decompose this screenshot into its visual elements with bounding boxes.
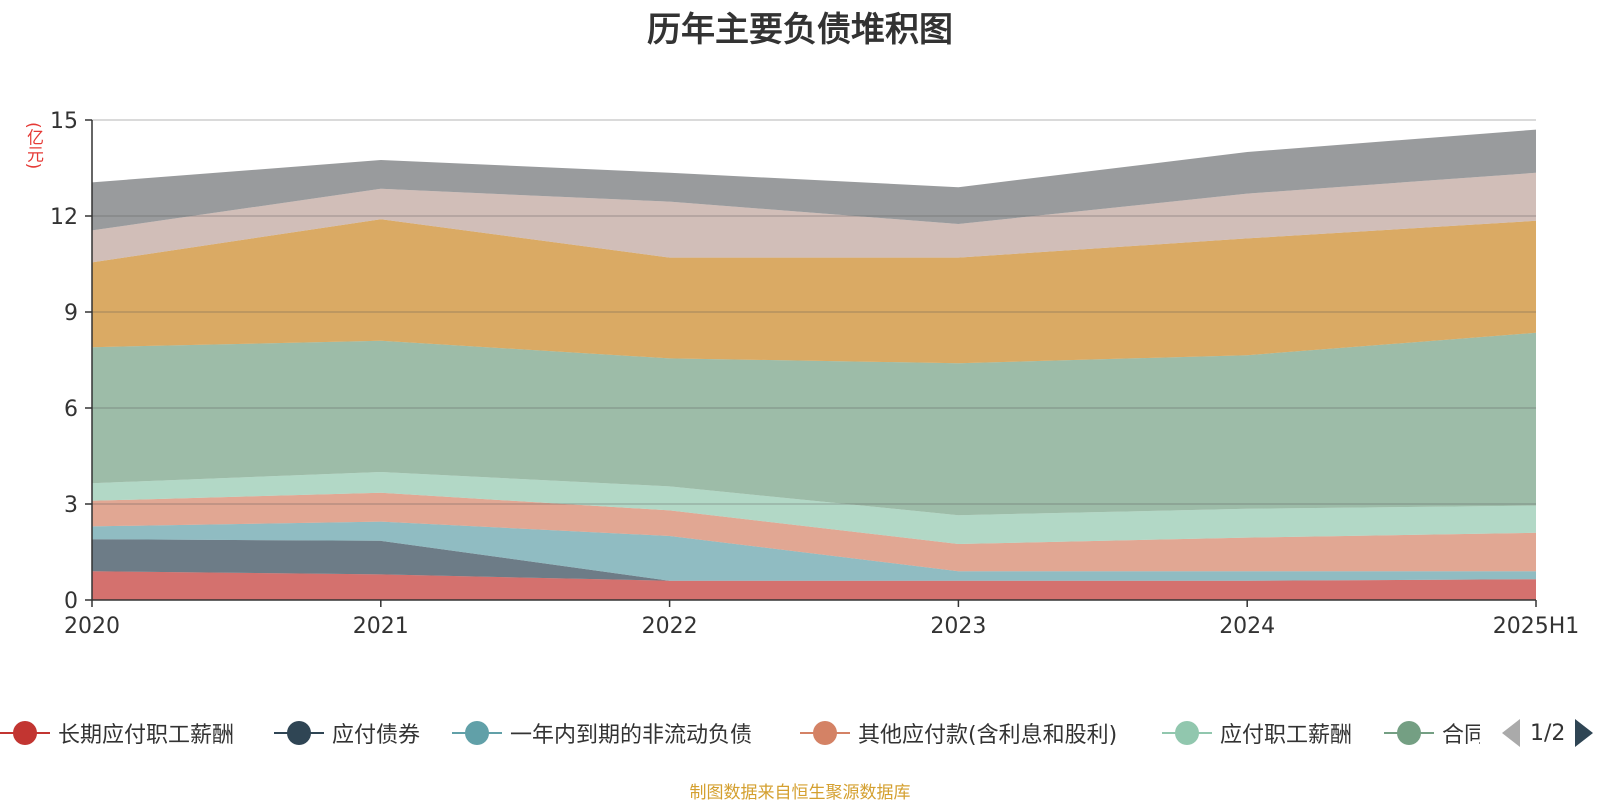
x-tick-label: 2023 (930, 614, 986, 639)
legend-label: 一年内到期的非流动负债 (510, 723, 753, 748)
chart-title: 历年主要负债堆积图 (647, 10, 953, 50)
data-source-note: 制图数据来自恒生聚源数据库 (689, 783, 911, 803)
legend-label: 其他应付款(含利息和股利) (858, 723, 1118, 748)
x-tick-label: 2020 (64, 614, 120, 639)
area-series-9[interactable] (92, 129, 1536, 231)
chart-canvas: 0 3 6 9 12 15 2020 2021 2022 2023 2024 2025H1 (50, 109, 1579, 639)
area-series-2[interactable] (92, 539, 1536, 581)
legend-item[interactable]: 应付债券 (274, 713, 420, 753)
y-tick-label: 12 (50, 205, 78, 230)
legend: 长期应付职工薪酬 应付债券 一年内到期的非流动负债 其他应付款(含利息和股利) 应付职工… (0, 713, 1480, 753)
axes: 0 3 6 9 12 15 2020 2021 2022 2023 2024 2025H1 (50, 109, 1579, 639)
x-tick-label: 2025H1 (1493, 614, 1580, 639)
y-axis-unit-label: (亿元) (23, 122, 43, 170)
legend-pager: 1/2 (1500, 713, 1600, 753)
legend-marker-icon (452, 718, 502, 748)
y-tick-label: 3 (64, 493, 78, 518)
legend-marker-icon (0, 718, 50, 748)
legend-next-arrow-icon[interactable] (1575, 719, 1594, 747)
y-tick-label: 6 (64, 397, 78, 422)
legend-item[interactable]: 合同负债 (1384, 713, 1480, 753)
y-tick-label: 15 (50, 109, 78, 134)
grid-lines (92, 119, 1536, 505)
x-tick-label: 2021 (353, 614, 409, 639)
legend-marker-icon (800, 718, 850, 748)
x-tick-label: 2022 (642, 614, 698, 639)
area-series-7[interactable] (92, 219, 1536, 364)
legend-item[interactable]: 长期应付职工薪酬 (0, 713, 234, 753)
area-series-4[interactable] (92, 492, 1536, 572)
area-series-1[interactable] (92, 571, 1536, 600)
legend-item[interactable]: 一年内到期的非流动负债 (452, 713, 752, 753)
legend-item[interactable]: 其他应付款(含利息和股利) (800, 713, 1117, 753)
legend-prev-arrow-icon[interactable] (1502, 719, 1520, 747)
area-series-5[interactable] (92, 472, 1536, 544)
legend-marker-icon (1162, 718, 1212, 748)
legend-label: 应付债券 (332, 723, 421, 748)
legend-marker-icon (1384, 718, 1434, 748)
legend-label: 应付职工薪酬 (1220, 723, 1353, 748)
area-series-3[interactable] (92, 521, 1536, 581)
y-tick-label: 0 (64, 589, 78, 614)
y-tick-label: 9 (64, 301, 78, 326)
legend-item[interactable]: 应付职工薪酬 (1162, 713, 1352, 753)
legend-marker-icon (274, 718, 324, 748)
legend-page-indicator: 1/2 (1530, 720, 1566, 746)
area-series-8[interactable] (92, 172, 1536, 263)
legend-label: 合同负债 (1442, 723, 1480, 748)
area-series-group (92, 129, 1536, 600)
x-tick-label: 2024 (1219, 614, 1275, 639)
area-series-6[interactable] (92, 332, 1536, 516)
legend-label: 长期应付职工薪酬 (58, 723, 235, 748)
